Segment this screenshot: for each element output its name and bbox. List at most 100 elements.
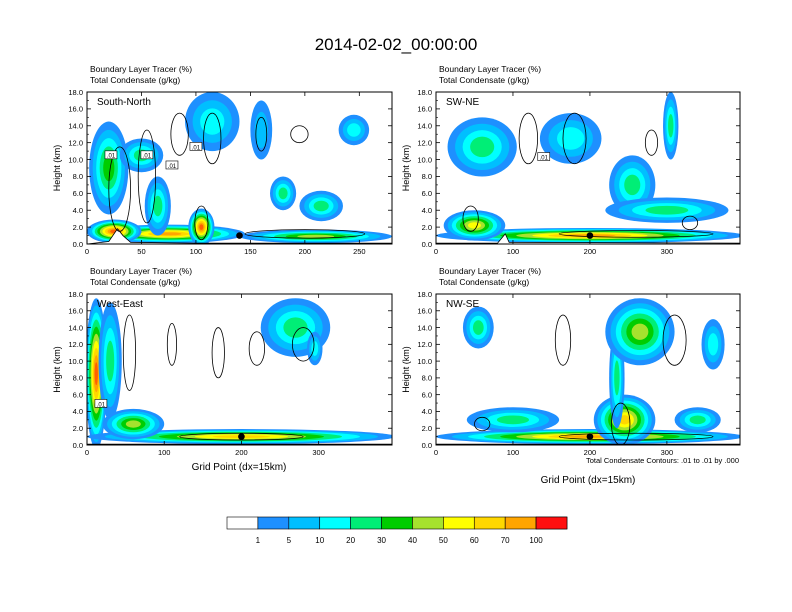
tracer-contour-fill — [470, 136, 495, 158]
tracer-contour-fill — [496, 415, 530, 425]
contour-tag-box — [165, 160, 179, 170]
y-axis-label: Height (km) — [401, 346, 411, 393]
condensate-contour — [137, 129, 157, 224]
y-tick-label: 16.0 — [68, 105, 83, 114]
colorbar-label: 50 — [439, 536, 448, 545]
y-tick-label: 14.0 — [68, 323, 83, 332]
y-tick-label: 0.0 — [73, 240, 83, 249]
y-axis-label: Height (km) — [401, 145, 411, 192]
panel-section-name: South-North — [97, 97, 151, 108]
contour-tag-box — [537, 152, 551, 161]
y-tick-label: 6.0 — [422, 189, 432, 198]
x-tick-label: 200 — [584, 247, 597, 256]
x-tick-label: 100 — [507, 247, 520, 256]
condensate-contour — [255, 116, 268, 152]
x-tick-label: 50 — [137, 247, 145, 256]
condensate-contour — [518, 112, 538, 165]
y-tick-label: 6.0 — [73, 189, 83, 198]
condensate-contour — [194, 205, 209, 241]
contour-tag: .01 — [143, 154, 152, 160]
tracer-contour-fill — [106, 340, 115, 382]
tracer-contour-fill — [278, 187, 288, 200]
x-tick-label: 300 — [312, 448, 325, 457]
condensate-contour — [108, 146, 131, 232]
y-tick-label: 2.0 — [422, 424, 432, 433]
tracer-contour-fill — [153, 195, 163, 217]
tracer-contour-fill — [645, 205, 689, 215]
colorbar-swatch — [319, 516, 351, 530]
contour-tag: .01 — [192, 145, 201, 151]
y-tick-label: 8.0 — [73, 374, 83, 383]
tracer-field — [87, 92, 392, 244]
tracer-contour-fill — [125, 420, 141, 428]
x-tick-label: 0 — [85, 448, 89, 457]
colorbar-swatch — [443, 516, 475, 530]
colorbar-swatch — [257, 516, 290, 530]
y-tick-label: 14.0 — [68, 122, 83, 131]
condensate-contour — [203, 112, 222, 165]
condensate-contour — [290, 125, 309, 144]
colorbar-swatch — [288, 516, 321, 530]
colorbar-label: 40 — [408, 536, 417, 545]
panel-west-east: .01 0.0 2.0 4.0 6.0 8.0 10.0 12.0 14.0 16.0 18.0 0 1… — [52, 266, 393, 457]
tracer-contour-fill — [347, 123, 361, 137]
y-axis-label: Height (km) — [52, 145, 62, 192]
condensate-contours — [462, 112, 714, 238]
panel-section-name: West-East — [97, 299, 143, 310]
figure-title: 2014-02-02_00:00:00 — [315, 35, 478, 54]
colorbar-label: 30 — [377, 536, 386, 545]
panel-field-label: Boundary Layer Tracer (%) — [90, 64, 192, 74]
tracer-contour-fill — [618, 415, 631, 425]
tracer-contour-fill — [707, 333, 719, 356]
terrain — [436, 233, 740, 244]
colorbar-label: 5 — [287, 536, 292, 545]
panel-sw-ne: .01 0.0 2.0 4.0 6.0 8.0 10.0 12.0 14.0 16.0 18.0 0 1… — [401, 64, 741, 256]
x-tick-label: 100 — [507, 448, 520, 457]
tracer-contour-fill — [557, 127, 585, 150]
condensate-contour — [462, 205, 479, 232]
y-tick-label: 10.0 — [68, 357, 83, 366]
y-tick-label: 2.0 — [73, 223, 83, 232]
y-tick-label: 14.0 — [417, 323, 432, 332]
y-tick-label: 8.0 — [422, 172, 432, 181]
panel-field-label: Boundary Layer Tracer (%) — [90, 266, 192, 276]
colorbar-label: 100 — [529, 536, 543, 545]
x-tick-label: 200 — [584, 448, 597, 457]
colorbar-swatch — [504, 516, 537, 530]
x-tick-label: 0 — [85, 247, 89, 256]
panel-section-name: SW-NE — [446, 97, 479, 108]
panel-field-label: Boundary Layer Tracer (%) — [439, 266, 541, 276]
y-tick-label: 18.0 — [417, 290, 432, 299]
condensate-contours — [474, 314, 714, 445]
panel-section-name: NW-SE — [446, 299, 479, 310]
y-tick-label: 16.0 — [417, 105, 432, 114]
y-axis-label: Height (km) — [52, 346, 62, 393]
condensate-contour — [248, 331, 265, 366]
panel-south-north: .01 .01 .01 .01 0.0 2.0 4.0 6.0 8.0 10.0 12.0 14.0 1… — [52, 64, 393, 256]
colorbar-label: 10 — [315, 536, 324, 545]
y-tick-label: 18.0 — [417, 88, 432, 97]
contour-tag-box — [104, 150, 118, 160]
y-tick-label: 8.0 — [73, 172, 83, 181]
x-tick-label: 100 — [190, 247, 203, 256]
tracer-contour-fill — [283, 317, 308, 338]
y-tick-label: 0.0 — [422, 240, 432, 249]
contour-tag-box — [140, 150, 154, 160]
y-tick-label: 10.0 — [68, 155, 83, 164]
x-tick-label: 0 — [434, 448, 438, 457]
condensate-contour — [291, 327, 315, 362]
contour-tag: .01 — [97, 402, 106, 408]
contour-info-note: Total Condensate Contours: .01 to .01 by… — [586, 456, 739, 465]
tracer-contour-fill — [94, 362, 98, 386]
tracer-contour-fill — [668, 114, 674, 138]
condensate-contours — [108, 112, 366, 241]
colorbar-swatch — [350, 516, 382, 530]
colorbar-label: 1 — [256, 536, 261, 545]
condensate-contour — [244, 229, 366, 239]
tracer-contour-fill — [472, 320, 484, 335]
y-tick-label: 12.0 — [417, 138, 432, 147]
location-marker — [586, 433, 594, 440]
y-tick-label: 6.0 — [73, 390, 83, 399]
contour-tag-box — [189, 142, 203, 151]
